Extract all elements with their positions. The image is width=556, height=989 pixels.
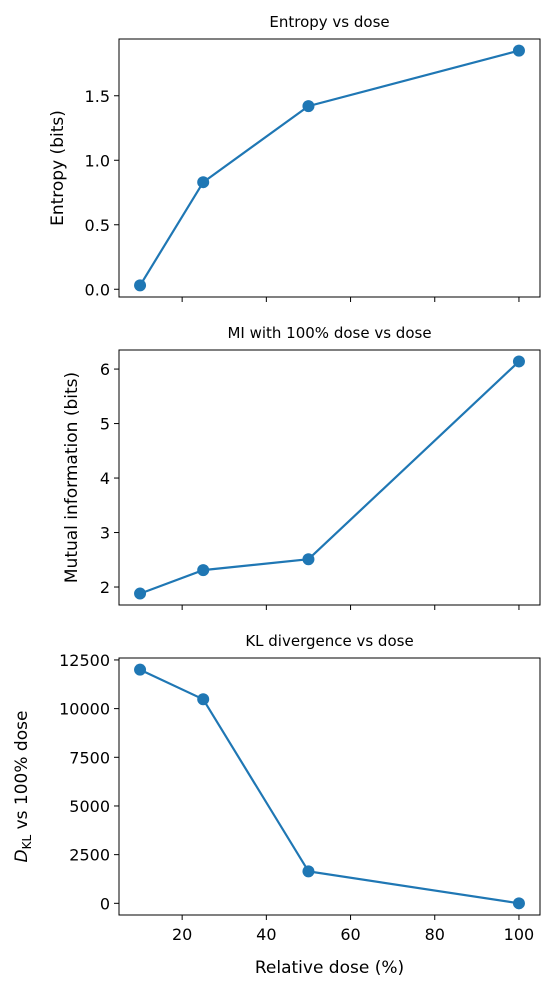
chart-3-data-point	[512, 897, 525, 910]
chart-3-y-tick-label: 12500	[59, 651, 110, 670]
chart-3-x-tick-label: 60	[340, 925, 360, 944]
chart-3-x-axis-label: Relative dose (%)	[255, 958, 404, 978]
chart-3-y-axis-label-sub: KL	[20, 834, 34, 849]
chart-3-y-axis-label: DKL vs 100% dose	[12, 711, 34, 863]
chart-3-x-tick-label: 40	[256, 925, 276, 944]
chart-3-axes-frame	[118, 657, 541, 916]
chart-2-y-axis-label: Mutual information (bits)	[62, 372, 82, 583]
chart-1-y-tick-label: 0.5	[85, 216, 110, 235]
chart-2-title: MI with 100% dose vs dose	[227, 324, 431, 342]
chart-3-y-tick-label: 5000	[69, 797, 110, 816]
chart-1-data-point	[197, 176, 210, 189]
chart-3-y-axis-label-main: D	[12, 849, 32, 862]
chart-2-data-point	[512, 355, 525, 368]
chart-2-data-point	[197, 564, 210, 577]
chart-2-y-tick-label: 5	[100, 415, 110, 434]
chart-2-y-tick-label: 2	[100, 578, 110, 597]
chart-2-axes-frame	[118, 349, 541, 606]
chart-1-y-tick-label: 1.0	[85, 151, 110, 170]
chart-3-y-tick-label: 2500	[69, 846, 110, 865]
chart-1-axes-frame	[118, 38, 541, 298]
chart-3-series-line	[139, 668, 520, 905]
chart-1-y-axis-label: Entropy (bits)	[48, 110, 68, 226]
chart-1-y-tick-label: 1.5	[85, 87, 110, 106]
chart-3-title: KL divergence vs dose	[245, 632, 413, 650]
chart-1-title: Entropy vs dose	[269, 13, 389, 31]
chart-3-data-point	[134, 663, 147, 676]
chart-2-y-tick-label: 4	[100, 469, 110, 488]
chart-2-data-point	[302, 553, 315, 566]
chart-1-series-line	[139, 49, 520, 286]
chart-3-data-point	[197, 693, 210, 706]
chart-3-y-tick-label: 0	[100, 894, 110, 913]
chart-2-y-tick-label: 3	[100, 524, 110, 543]
chart-2-series-line	[139, 360, 520, 595]
chart-2-data-point	[134, 587, 147, 600]
chart-3-x-tick-label: 100	[504, 925, 535, 944]
chart-1-data-point	[302, 100, 315, 113]
chart-1-y-tick-label: 0.0	[85, 280, 110, 299]
chart-3-y-tick-label: 10000	[59, 700, 110, 719]
chart-3-x-tick-label: 80	[425, 925, 445, 944]
chart-2-y-tick-label: 6	[100, 360, 110, 379]
chart-3-y-tick-label: 7500	[69, 748, 110, 767]
chart-1-data-point	[512, 44, 525, 57]
chart-1-data-point	[134, 279, 147, 292]
chart-3-y-axis-label-rest: vs 100% dose	[12, 711, 32, 835]
chart-3-data-point	[302, 865, 315, 878]
chart-3-x-tick-label: 20	[172, 925, 192, 944]
